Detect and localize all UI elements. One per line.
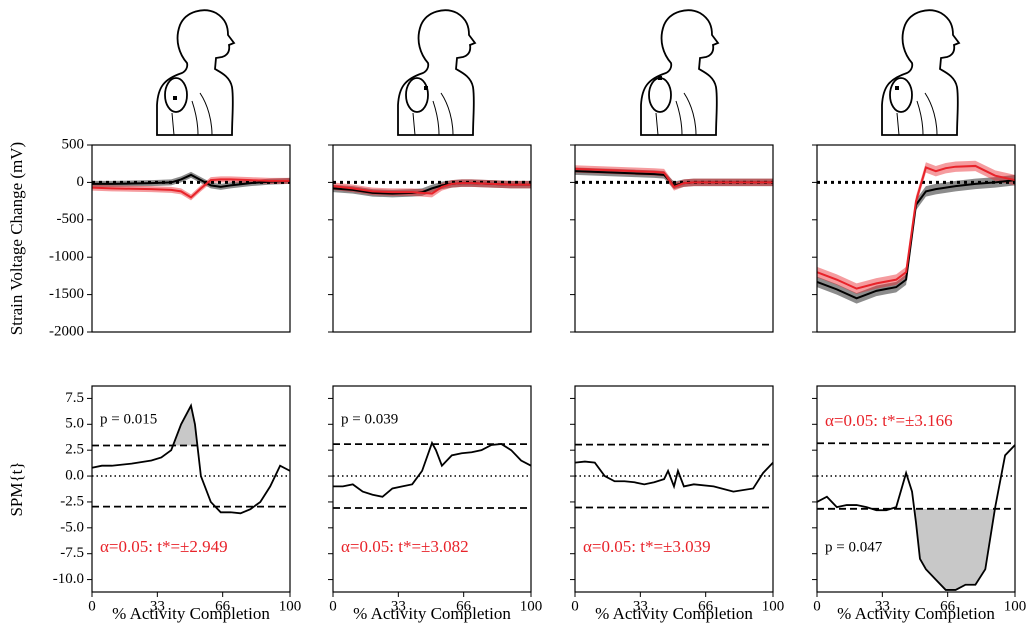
y-tick-label: 0.0 [65,467,84,483]
spm-line [333,440,532,498]
axes-frame [574,144,774,333]
y-axis-label: Strain Voltage Change (mV) [7,142,26,335]
x-axis-label: % Activity Completion [837,604,995,623]
axes-frame [91,385,291,593]
spm-line [816,444,1016,591]
torso-icon [397,9,476,136]
spm-line [91,403,291,515]
x-tick-label: 0 [88,598,96,614]
alpha-label: α=0.05: t*=±3.166 [825,411,953,430]
axes-frame [332,144,532,333]
y-tick-label: -5.0 [60,519,84,535]
y-tick-label: -500 [57,211,85,227]
mean-line [332,182,531,195]
p-value-label: p = 0.015 [100,411,157,427]
p-value-label: p = 0.047 [825,539,883,555]
mean-line [816,179,1016,300]
x-tick-label: 66 [940,598,956,614]
y-tick-label: 5.0 [65,416,84,432]
torso-icon [881,9,960,136]
x-tick-label: 33 [391,598,406,614]
y-tick-label: -2000 [49,323,84,339]
y-tick-label: -7.5 [60,545,84,561]
cluster-shade [172,405,198,446]
axes-frame [816,144,1016,333]
y-tick-label: 0 [77,174,85,190]
x-tick-label: 0 [329,598,337,614]
x-tick-label: 33 [633,598,648,614]
alpha-label: α=0.05: t*=±2.949 [100,537,228,556]
mean-line [816,164,1016,290]
x-tick-label: 100 [279,598,302,614]
alpha-label: α=0.05: t*=±3.082 [341,537,469,556]
x-tick-label: 100 [762,598,785,614]
torso-icon [640,9,719,136]
mean-line [91,178,290,199]
x-tick-label: 66 [456,598,472,614]
alpha-label: α=0.05: t*=±3.039 [583,537,711,556]
axes-frame [91,144,291,333]
y-tick-label: -2.5 [60,493,84,509]
x-tick-label: 100 [1004,598,1027,614]
y-tick-label: -1000 [49,249,84,265]
axes-frame [816,385,1016,593]
confidence-band [92,171,290,190]
p-value-label: p = 0.039 [341,411,398,427]
x-tick-label: 33 [875,598,890,614]
y-tick-label: -10.0 [53,571,84,587]
y-tick-label: 500 [62,136,85,152]
x-tick-label: 100 [520,598,543,614]
x-axis-label: % Activity Completion [353,604,511,623]
x-tick-label: 0 [571,598,579,614]
cluster-shade [817,508,1015,590]
x-axis-label: % Activity Completion [595,604,753,623]
y-tick-label: 7.5 [65,390,84,406]
y-tick-label: -1500 [49,286,84,302]
x-tick-label: 33 [150,598,165,614]
x-tick-label: 66 [215,598,231,614]
y-axis-label: SPM{t} [7,461,26,516]
x-axis-label: % Activity Completion [112,604,270,623]
mean-line [574,167,773,189]
x-tick-label: 0 [813,598,821,614]
y-tick-label: 2.5 [65,442,84,458]
x-tick-label: 66 [698,598,714,614]
spm-line [574,460,774,493]
axes-frame [332,385,532,593]
mean-line [92,173,291,188]
torso-icon [156,9,235,136]
axes-frame [574,385,774,593]
